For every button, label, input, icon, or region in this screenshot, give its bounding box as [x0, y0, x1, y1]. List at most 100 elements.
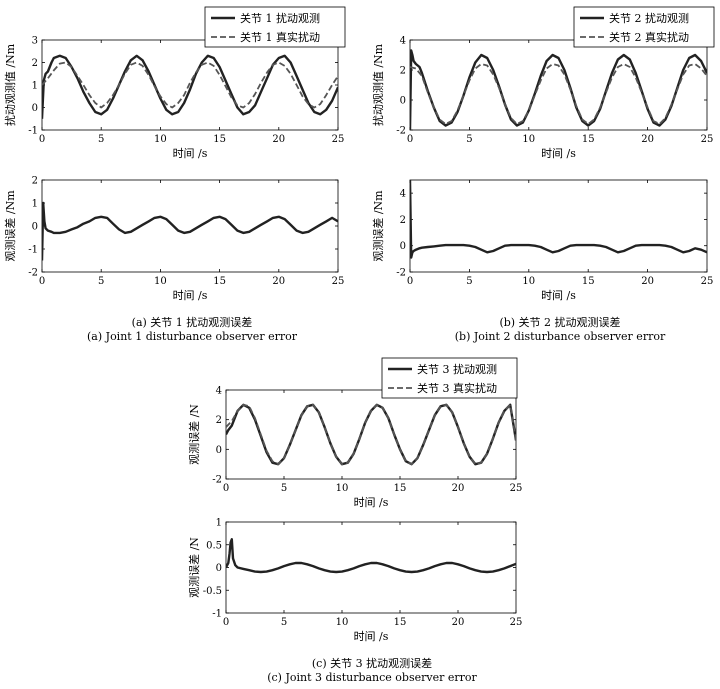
- x-tick-label: 5: [281, 483, 287, 494]
- y-tick-label: 0: [216, 445, 222, 456]
- y-tick-label: -1: [28, 245, 38, 256]
- y-tick-label: -2: [396, 126, 406, 137]
- y-tick-label: -1: [28, 126, 38, 137]
- x-axis-label: 时间 /s: [354, 496, 389, 509]
- series-line-actual: [42, 61, 338, 109]
- x-tick-label: 0: [407, 134, 413, 145]
- x-tick-label: 0: [39, 134, 45, 145]
- x-tick-label: 5: [466, 134, 472, 145]
- x-tick-label: 0: [223, 483, 229, 494]
- x-axis-label: 时间 /s: [541, 147, 576, 160]
- x-tick-label: 10: [154, 134, 167, 145]
- x-tick-label: 25: [332, 134, 345, 145]
- legend-label: 关节 3 真实扰动: [417, 381, 497, 395]
- x-tick-label: 20: [272, 134, 285, 145]
- x-tick-label: 20: [641, 276, 654, 287]
- x-tick-label: 15: [213, 134, 226, 145]
- x-tick-label: 25: [332, 276, 345, 287]
- y-tick-label: 1: [216, 518, 222, 529]
- y-tick-label: 0: [400, 96, 406, 107]
- caption-c-en: (c) Joint 3 disturbance observer error: [267, 671, 477, 684]
- y-tick-label: 2: [32, 176, 38, 187]
- x-axis-label: 时间 /s: [173, 147, 208, 160]
- legend-box: [204, 6, 346, 48]
- x-axis-label: 时间 /s: [541, 289, 576, 302]
- y-tick-label: -2: [28, 268, 38, 279]
- legend-label: 关节 3 扰动观测: [417, 362, 497, 376]
- y-axis-label: 观测误差 /N: [187, 537, 201, 598]
- series-line-observed: [410, 49, 707, 130]
- x-tick-label: 10: [336, 483, 349, 494]
- x-tick-label: 20: [452, 483, 465, 494]
- x-tick-label: 5: [98, 134, 104, 145]
- x-tick-label: 0: [407, 276, 413, 287]
- caption-b-cn: (b) 关节 2 扰动观测误差: [499, 316, 621, 329]
- y-tick-label: 1: [32, 199, 38, 210]
- series-line-observed: [42, 54, 338, 119]
- y-tick-label: -0.5: [203, 586, 222, 597]
- x-tick-label: 15: [582, 134, 595, 145]
- y-tick-label: 3: [32, 36, 38, 47]
- x-tick-label: 15: [394, 617, 407, 628]
- caption-b-en: (b) Joint 2 disturbance observer error: [454, 330, 666, 343]
- y-tick-label: -2: [212, 475, 222, 486]
- legend-label: 关节 1 扰动观测: [240, 11, 320, 25]
- caption-c-cn: (c) 关节 3 扰动观测误差: [311, 657, 433, 670]
- y-tick-label: 2: [216, 415, 222, 426]
- x-tick-label: 20: [272, 276, 285, 287]
- y-axis-label: 扰动观测值 /Nm: [3, 43, 17, 126]
- x-tick-label: 15: [394, 483, 407, 494]
- y-tick-label: 1: [32, 81, 38, 92]
- series-line-actual: [226, 403, 516, 466]
- y-tick-label: 2: [400, 66, 406, 77]
- y-axis-label: 观测误差 /Nm: [371, 190, 385, 262]
- y-tick-label: 0: [32, 103, 38, 114]
- y-tick-label: -1: [212, 609, 222, 620]
- caption-a-cn: (a) 关节 1 扰动观测误差: [131, 316, 253, 329]
- x-tick-label: 5: [281, 617, 287, 628]
- series-line-observed: [410, 180, 707, 259]
- x-tick-label: 10: [154, 276, 167, 287]
- caption-a-en: (a) Joint 1 disturbance observer error: [87, 330, 297, 343]
- x-tick-label: 20: [641, 134, 654, 145]
- y-tick-label: -2: [396, 268, 406, 279]
- y-tick-label: 0: [400, 241, 406, 252]
- y-tick-label: 0: [216, 563, 222, 574]
- x-tick-label: 10: [522, 276, 535, 287]
- x-tick-label: 0: [39, 276, 45, 287]
- x-tick-label: 25: [701, 134, 714, 145]
- y-axis-label: 扰动观测值 /Nm: [371, 43, 385, 126]
- legend-box: [573, 6, 715, 48]
- y-tick-label: 2: [32, 58, 38, 69]
- x-tick-label: 25: [510, 617, 523, 628]
- x-tick-label: 25: [510, 483, 523, 494]
- x-tick-label: 25: [701, 276, 714, 287]
- x-tick-label: 5: [98, 276, 104, 287]
- legend-box: [381, 357, 518, 399]
- y-axis-label: 观测误差 /N: [187, 404, 201, 465]
- legend-label: 关节 2 扰动观测: [609, 11, 689, 25]
- legend-label: 关节 1 真实扰动: [240, 30, 320, 44]
- plot-frame: [225, 521, 517, 614]
- y-tick-label: 0: [32, 222, 38, 233]
- series-line-actual: [410, 63, 707, 125]
- x-axis-label: 时间 /s: [354, 630, 389, 643]
- y-tick-label: 2: [400, 215, 406, 226]
- x-tick-label: 10: [522, 134, 535, 145]
- series-line-observed: [226, 538, 516, 574]
- x-axis-label: 时间 /s: [173, 289, 208, 302]
- y-axis-label: 观测误差 /Nm: [3, 190, 17, 262]
- y-tick-label: 4: [400, 189, 406, 200]
- series-line-observed: [42, 201, 338, 261]
- legend-label: 关节 2 真实扰动: [609, 30, 689, 44]
- x-tick-label: 15: [213, 276, 226, 287]
- x-tick-label: 20: [452, 617, 465, 628]
- x-tick-label: 5: [466, 276, 472, 287]
- y-tick-label: 0.5: [206, 540, 222, 551]
